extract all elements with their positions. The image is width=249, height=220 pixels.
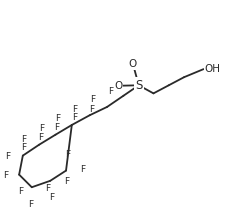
Text: F: F: [56, 114, 61, 123]
Text: F: F: [39, 124, 44, 133]
Text: F: F: [89, 105, 94, 114]
Text: F: F: [49, 193, 54, 202]
Text: O: O: [129, 59, 137, 69]
Text: F: F: [22, 135, 27, 144]
Text: F: F: [46, 184, 51, 193]
Text: F: F: [18, 187, 23, 196]
Text: F: F: [54, 123, 59, 132]
Text: F: F: [108, 86, 113, 95]
Text: F: F: [38, 133, 43, 142]
Text: F: F: [65, 150, 70, 159]
Text: F: F: [80, 165, 85, 174]
Text: F: F: [5, 152, 10, 161]
Text: OH: OH: [205, 64, 221, 74]
Text: O: O: [114, 81, 122, 91]
Text: F: F: [72, 104, 77, 114]
Text: F: F: [64, 178, 69, 187]
Text: S: S: [135, 79, 142, 92]
Text: F: F: [3, 171, 9, 180]
Text: F: F: [72, 113, 77, 122]
Text: F: F: [90, 95, 95, 104]
Text: F: F: [21, 143, 26, 152]
Text: F: F: [28, 200, 33, 209]
